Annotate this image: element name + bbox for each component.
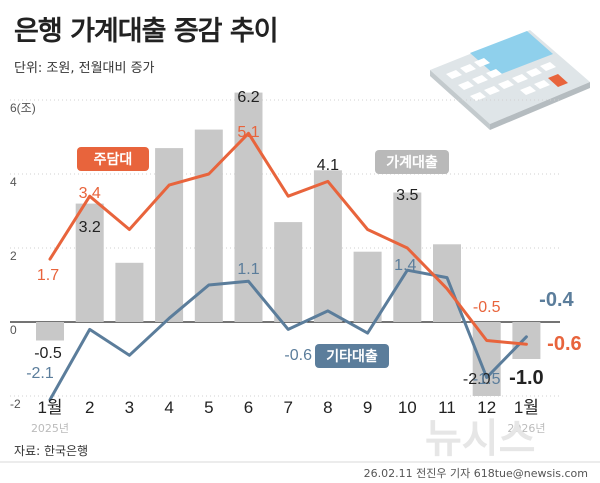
line-mortgage	[48, 131, 528, 346]
bar-data-label: -1.0	[509, 367, 543, 389]
other-loans-data-label: 1.4	[394, 257, 416, 274]
x-tick-label: 1월	[514, 398, 539, 417]
mortgage-data-label: -0.6	[547, 333, 581, 355]
bar-series-household-loans	[36, 92, 541, 396]
x-tick-label: 3	[125, 398, 134, 417]
line-series	[48, 131, 528, 402]
bar	[512, 322, 541, 359]
bar	[274, 222, 303, 322]
bar-data-label: 3.5	[396, 187, 418, 204]
legend-household: 가계대출	[375, 150, 449, 174]
x-tick-label: 6	[244, 398, 253, 417]
other-loans-data-label: 1.1	[237, 261, 259, 278]
mortgage-data-label: 5.1	[237, 124, 259, 141]
legend-mortgage-label: 주담대	[94, 151, 133, 168]
x-tick-label: 11	[438, 398, 456, 417]
y-tick-label: 6(조)	[10, 101, 36, 115]
bar	[75, 203, 104, 322]
x-tick-label: 2	[85, 398, 94, 417]
year-label: 2025년	[31, 422, 69, 435]
year-label: 2026년	[507, 422, 545, 435]
x-tick-label: 9	[363, 398, 372, 417]
bar	[234, 92, 263, 322]
data-labels: -0.5 3.2 6.2 4.1 3.5 -2.0 -1.0 1.7 3.4 5.1 -0.5 -0.…	[26, 89, 581, 389]
credit-line: 26.02.11 전진우 기자 618tue@newsis.com	[364, 467, 588, 480]
x-tick-label: 7	[283, 398, 292, 417]
bar	[155, 148, 184, 322]
other-loans-data-label: -1.5	[473, 371, 501, 388]
calculator-icon	[430, 30, 590, 130]
bar	[115, 262, 144, 322]
mortgage-data-label: 3.4	[79, 185, 101, 202]
other-loans-data-label: -0.6	[284, 347, 312, 364]
bar	[353, 251, 382, 322]
x-tick-label: 1월	[37, 398, 62, 417]
legend-other-label: 기타대출	[326, 348, 378, 365]
source-note: 자료: 한국은행	[14, 443, 88, 458]
bar	[313, 170, 342, 322]
line-other-loans	[48, 268, 528, 402]
mortgage-data-label: -0.5	[473, 299, 501, 316]
x-tick-label: 8	[323, 398, 332, 417]
unit-subtitle: 단위: 조원, 전월대비 증가	[14, 61, 155, 76]
legend-other: 기타대출	[315, 344, 389, 368]
y-tick-label: 2	[10, 249, 17, 263]
bar	[36, 322, 64, 341]
plot-area: 6(조) -2 0 2 4 -0.5 3.2 6.2 4.1 3.5 -2.0 -1.0 1.7 3.4…	[10, 89, 582, 435]
bar	[433, 244, 461, 322]
bar-data-label: -0.5	[34, 345, 62, 362]
chart-title: 은행 가계대출 증감 추이	[14, 16, 278, 47]
other-loans-data-label: -2.1	[26, 365, 54, 382]
y-tick-label: 4	[10, 175, 17, 189]
bar-data-label: -2.0	[463, 371, 491, 388]
bar	[472, 322, 501, 396]
x-axis: 1월 2 3 4 5 6 7 8 9 10 11 12 1월 2025년 2026년	[31, 398, 546, 435]
bar	[194, 129, 223, 322]
legend-mortgage: 주담대	[77, 147, 149, 171]
x-tick-label: 5	[204, 398, 213, 417]
legend-household-label: 가계대출	[386, 154, 438, 171]
x-tick-label: 10	[398, 398, 417, 417]
bar-data-label: 4.1	[317, 157, 339, 174]
y-tick-label: -2	[10, 397, 21, 411]
bar-data-label: 3.2	[79, 219, 101, 236]
other-loans-data-label: -0.4	[539, 289, 574, 311]
x-tick-label: 12	[477, 398, 496, 417]
y-tick-label: 0	[10, 323, 17, 337]
watermark: 뉴시스	[425, 416, 535, 462]
mortgage-data-label: 1.7	[37, 267, 59, 284]
bar-data-label: 6.2	[237, 89, 259, 106]
x-tick-label: 4	[164, 398, 173, 417]
